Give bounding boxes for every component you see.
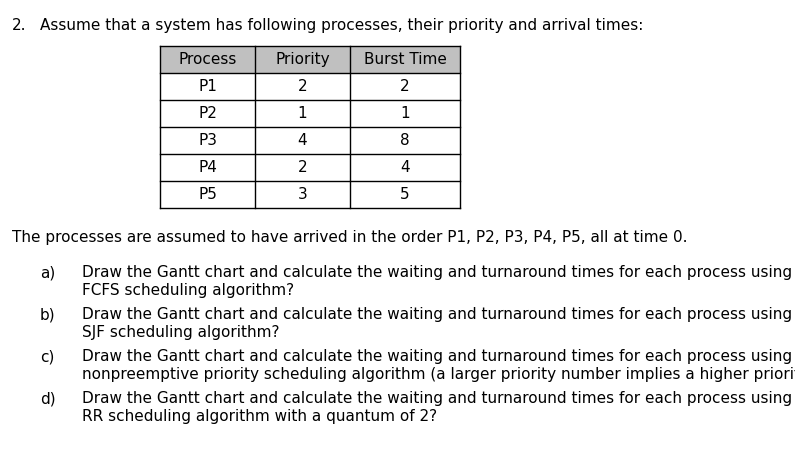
Text: 4: 4 [297, 133, 308, 148]
Text: 8: 8 [400, 133, 409, 148]
Text: The processes are assumed to have arrived in the order P1, P2, P3, P4, P5, all a: The processes are assumed to have arrive… [12, 230, 688, 245]
Text: d): d) [40, 391, 56, 406]
Text: Draw the Gantt chart and calculate the waiting and turnaround times for each pro: Draw the Gantt chart and calculate the w… [82, 349, 795, 364]
Text: P2: P2 [198, 106, 217, 121]
Text: Process: Process [178, 52, 237, 67]
Text: a): a) [40, 265, 55, 280]
Text: SJF scheduling algorithm?: SJF scheduling algorithm? [82, 325, 280, 340]
Text: Assume that a system has following processes, their priority and arrival times:: Assume that a system has following proce… [40, 18, 643, 33]
Text: 2: 2 [297, 160, 308, 175]
Text: P3: P3 [198, 133, 217, 148]
Bar [160, 46, 460, 73]
Text: P5: P5 [198, 187, 217, 202]
Text: Draw the Gantt chart and calculate the waiting and turnaround times for each pro: Draw the Gantt chart and calculate the w… [82, 307, 795, 322]
Text: FCFS scheduling algorithm?: FCFS scheduling algorithm? [82, 283, 294, 298]
Text: 1: 1 [297, 106, 308, 121]
Text: 2: 2 [297, 79, 308, 94]
Text: P1: P1 [198, 79, 217, 94]
Text: P4: P4 [198, 160, 217, 175]
Text: 1: 1 [400, 106, 409, 121]
Text: Draw the Gantt chart and calculate the waiting and turnaround times for each pro: Draw the Gantt chart and calculate the w… [82, 391, 795, 406]
Text: b): b) [40, 307, 56, 322]
Text: 4: 4 [400, 160, 409, 175]
Text: nonpreemptive priority scheduling algorithm (a larger priority number implies a : nonpreemptive priority scheduling algori… [82, 367, 795, 382]
Text: 2.: 2. [12, 18, 26, 33]
Text: 2: 2 [400, 79, 409, 94]
Text: 3: 3 [297, 187, 308, 202]
Text: c): c) [40, 349, 54, 364]
Text: Priority: Priority [275, 52, 330, 67]
Text: Draw the Gantt chart and calculate the waiting and turnaround times for each pro: Draw the Gantt chart and calculate the w… [82, 265, 795, 280]
Text: Burst Time: Burst Time [363, 52, 447, 67]
Text: 5: 5 [400, 187, 409, 202]
Text: RR scheduling algorithm with a quantum of 2?: RR scheduling algorithm with a quantum o… [82, 409, 437, 424]
